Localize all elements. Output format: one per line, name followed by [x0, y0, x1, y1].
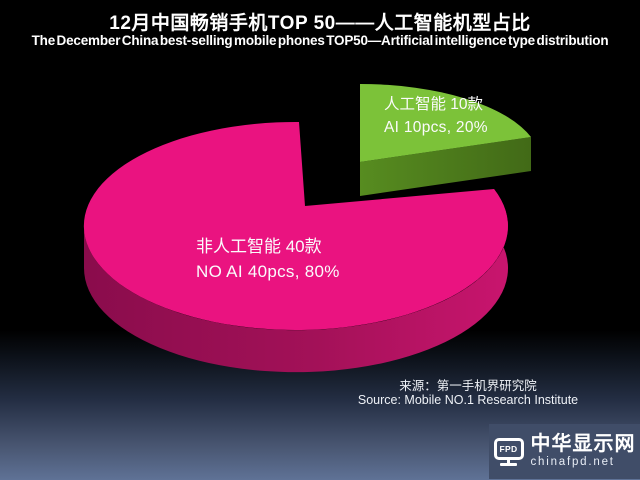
source-note-zh: 来源：第一手机界研究院 — [399, 379, 537, 393]
logo-domain: chinafpd.net — [530, 456, 615, 469]
no-ai-slice-label-zh: 非人工智能 40款 — [196, 237, 322, 256]
source-note: 来源：第一手机界研究院 Source: Mobile NO.1 Research… — [298, 379, 638, 407]
pie-slice-ai — [360, 83, 531, 162]
chinafpd-logo: FPD 中华显示网 chinafpd.net — [489, 424, 640, 479]
fpd-badge-text: FPD — [499, 443, 518, 454]
no-ai-slice-label: 非人工智能 40款 NO AI 40pcs, 80% — [196, 234, 340, 284]
fpd-monitor-icon: FPD — [493, 437, 524, 466]
ai-slice-label: 人工智能 10款 AI 10pcs, 20% — [384, 93, 488, 139]
chart-title-en: The December China best-selling mobile p… — [31, 33, 609, 48]
no-ai-slice-label-en: NO AI 40pcs, 80% — [196, 262, 340, 281]
pie-slice-ai-side — [360, 137, 531, 196]
ai-slice-label-zh: 人工智能 10款 — [384, 96, 484, 113]
source-note-en: Source: Mobile NO.1 Research Institute — [357, 392, 579, 407]
logo-site-name: 中华显示网 — [530, 433, 636, 456]
chart-title-zh: 12月中国畅销手机TOP 50——人工智能机型占比 — [109, 13, 531, 34]
pie-slice-no-ai-side — [83, 189, 508, 373]
ai-slice-label-en: AI 10pcs, 20% — [384, 119, 488, 136]
pie-slice-no-ai — [83, 121, 508, 330]
